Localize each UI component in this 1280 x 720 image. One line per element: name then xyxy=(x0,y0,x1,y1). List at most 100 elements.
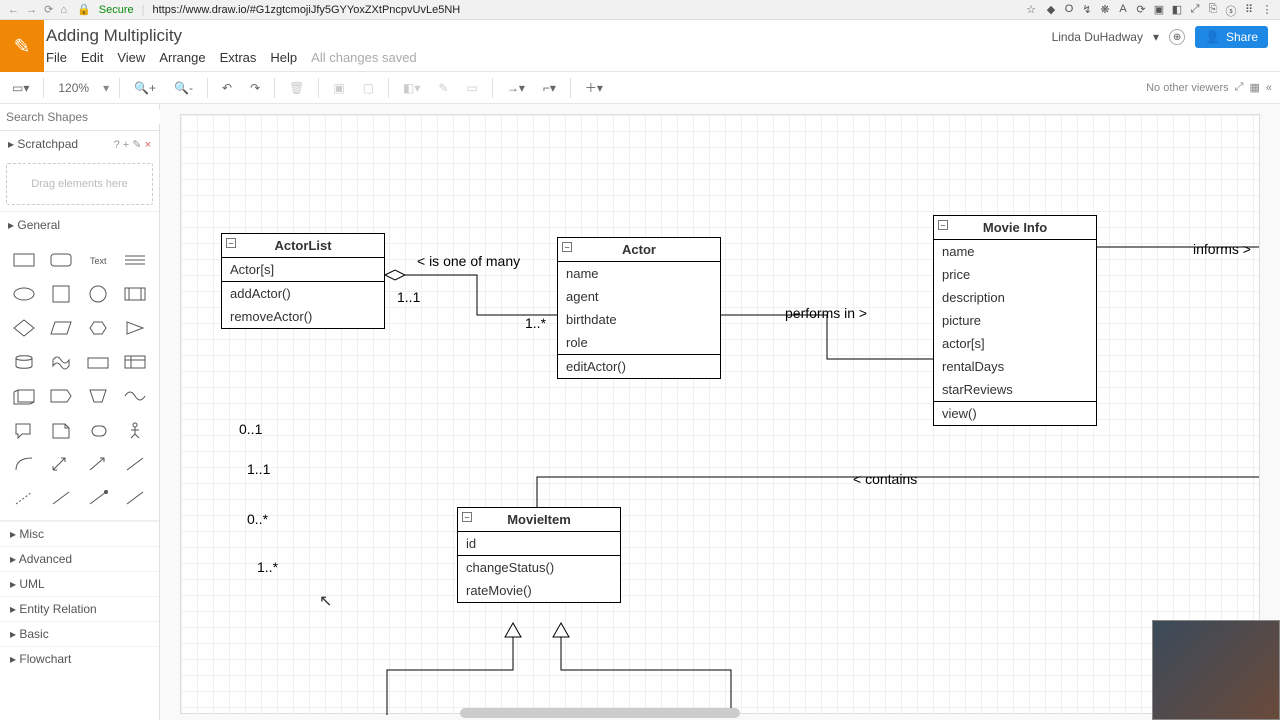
page-setup-button[interactable]: ▭▾ xyxy=(8,79,33,97)
category-uml[interactable]: ▸ UML xyxy=(0,571,159,596)
ext-icon[interactable]: ⠿ xyxy=(1242,3,1256,17)
menu-arrange[interactable]: Arrange xyxy=(159,50,205,65)
back-icon[interactable]: ← xyxy=(8,4,19,16)
fill-icon[interactable]: ◧▾ xyxy=(399,79,424,97)
zoom-in-icon[interactable]: 🔍+ xyxy=(130,79,160,97)
shape-thumb[interactable] xyxy=(8,484,39,512)
delete-icon[interactable]: 🗑 xyxy=(285,79,308,97)
shape-thumb[interactable] xyxy=(8,314,39,342)
scratchpad-dropzone[interactable]: Drag elements here xyxy=(6,163,153,205)
fullscreen-icon[interactable]: ⤢ xyxy=(1235,81,1244,94)
shape-thumb[interactable] xyxy=(120,450,151,478)
user-name[interactable]: Linda DuHadway xyxy=(1052,30,1143,44)
redo-icon[interactable]: ↷ xyxy=(246,79,264,97)
shape-thumb[interactable] xyxy=(83,314,114,342)
collapse-icon[interactable]: « xyxy=(1266,82,1272,94)
shape-thumb[interactable] xyxy=(120,314,151,342)
ext-icon[interactable]: ◆ xyxy=(1044,3,1058,17)
shape-thumb[interactable] xyxy=(45,280,76,308)
shape-thumb[interactable] xyxy=(45,314,76,342)
shape-thumb[interactable] xyxy=(83,280,114,308)
ext-icon[interactable]: ⓢ xyxy=(1224,3,1238,17)
shape-thumb[interactable] xyxy=(45,450,76,478)
to-back-icon[interactable]: ▢ xyxy=(359,79,378,97)
ext-icon[interactable]: ◧ xyxy=(1170,3,1184,17)
undo-icon[interactable]: ↶ xyxy=(218,79,236,97)
shadow-icon[interactable]: ▭ xyxy=(462,79,481,97)
ext-icon[interactable]: A xyxy=(1116,3,1130,17)
connection-icon[interactable]: →▾ xyxy=(503,79,529,97)
shape-thumb[interactable] xyxy=(120,246,151,274)
zoom-out-icon[interactable]: 🔍- xyxy=(170,79,197,97)
close-scratch-icon[interactable]: × xyxy=(145,139,151,151)
add-scratch-icon[interactable]: + xyxy=(123,139,129,151)
ext-icon[interactable]: ⟳ xyxy=(1134,3,1148,17)
shape-thumb[interactable] xyxy=(45,246,76,274)
category-entity-relation[interactable]: ▸ Entity Relation xyxy=(0,596,159,621)
ext-icon[interactable]: ⤢ xyxy=(1188,3,1202,17)
class-actorlist[interactable]: –ActorListActor[s]addActor()removeActor(… xyxy=(221,233,385,329)
edit-scratch-icon[interactable]: ✎ xyxy=(132,139,141,151)
share-button[interactable]: 👤 Share xyxy=(1195,26,1268,48)
user-menu-chevron-icon[interactable]: ▾ xyxy=(1153,30,1159,44)
shape-thumb[interactable] xyxy=(45,416,76,444)
shape-thumb[interactable] xyxy=(8,280,39,308)
shape-thumb[interactable] xyxy=(8,382,39,410)
ext-icon[interactable]: ▣ xyxy=(1152,3,1166,17)
waypoint-icon[interactable]: ⌐▾ xyxy=(539,79,560,97)
star-icon[interactable]: ☆ xyxy=(1026,3,1036,16)
shape-thumb[interactable] xyxy=(45,484,76,512)
shape-thumb[interactable] xyxy=(83,450,114,478)
canvas[interactable]: –ActorListActor[s]addActor()removeActor(… xyxy=(180,114,1260,714)
menu-help[interactable]: Help xyxy=(270,50,297,65)
search-shapes[interactable]: 🔍 xyxy=(0,104,159,131)
shape-thumb[interactable] xyxy=(8,450,39,478)
shape-thumb[interactable] xyxy=(8,246,39,274)
search-input[interactable] xyxy=(6,110,161,124)
category-basic[interactable]: ▸ Basic xyxy=(0,621,159,646)
menu-file[interactable]: File xyxy=(46,50,67,65)
ext-icon[interactable]: ⎘ xyxy=(1206,3,1220,17)
globe-icon[interactable]: ⊕ xyxy=(1169,29,1185,45)
add-icon[interactable]: ＋▾ xyxy=(581,77,607,98)
class-actor[interactable]: –ActornameagentbirthdateroleeditActor() xyxy=(557,237,721,379)
ext-icon[interactable]: O xyxy=(1062,3,1076,17)
menu-edit[interactable]: Edit xyxy=(81,50,103,65)
url-bar[interactable]: https://www.draw.io/#G1zgtcmojiJfy5GYYox… xyxy=(152,4,1018,16)
shape-thumb[interactable] xyxy=(120,280,151,308)
shape-thumb[interactable] xyxy=(8,348,39,376)
shape-thumb[interactable] xyxy=(83,382,114,410)
shape-thumb[interactable] xyxy=(8,416,39,444)
document-title[interactable]: Adding Multiplicity xyxy=(44,24,1052,50)
category-misc[interactable]: ▸ Misc xyxy=(0,521,159,546)
menu-extras[interactable]: Extras xyxy=(220,50,257,65)
ext-icon[interactable]: ⋮ xyxy=(1260,3,1274,17)
shape-thumb[interactable] xyxy=(120,484,151,512)
shape-thumb[interactable] xyxy=(83,348,114,376)
line-icon[interactable]: ✎ xyxy=(434,79,452,97)
category-advanced[interactable]: ▸ Advanced xyxy=(0,546,159,571)
general-label[interactable]: General xyxy=(17,218,60,232)
category-flowchart[interactable]: ▸ Flowchart xyxy=(0,646,159,671)
canvas-area[interactable]: –ActorListActor[s]addActor()removeActor(… xyxy=(160,104,1280,720)
ext-icon[interactable]: ↯ xyxy=(1080,3,1094,17)
menu-view[interactable]: View xyxy=(117,50,145,65)
reload-icon[interactable]: ⟳ xyxy=(44,4,53,16)
ext-icon[interactable]: ❋ xyxy=(1098,3,1112,17)
shape-thumb[interactable] xyxy=(120,382,151,410)
horizontal-scrollbar[interactable] xyxy=(460,708,740,718)
zoom-level[interactable]: 120% xyxy=(54,79,93,97)
drawio-logo[interactable]: ✎ xyxy=(0,20,44,72)
shape-thumb[interactable] xyxy=(45,348,76,376)
scratchpad-label[interactable]: Scratchpad xyxy=(17,137,78,151)
class-movieinfo[interactable]: –Movie Infonamepricedescriptionpictureac… xyxy=(933,215,1097,426)
shape-thumb[interactable] xyxy=(120,348,151,376)
help-icon[interactable]: ? xyxy=(114,139,120,151)
home-icon[interactable]: ⌂ xyxy=(60,4,67,16)
format-panel-icon[interactable]: ▦ xyxy=(1249,81,1259,94)
class-movieitem[interactable]: –MovieItemidchangeStatus()rateMovie() xyxy=(457,507,621,603)
shape-thumb[interactable] xyxy=(45,382,76,410)
shape-thumb[interactable] xyxy=(120,416,151,444)
shape-thumb[interactable] xyxy=(83,484,114,512)
to-front-icon[interactable]: ▣ xyxy=(329,79,348,97)
